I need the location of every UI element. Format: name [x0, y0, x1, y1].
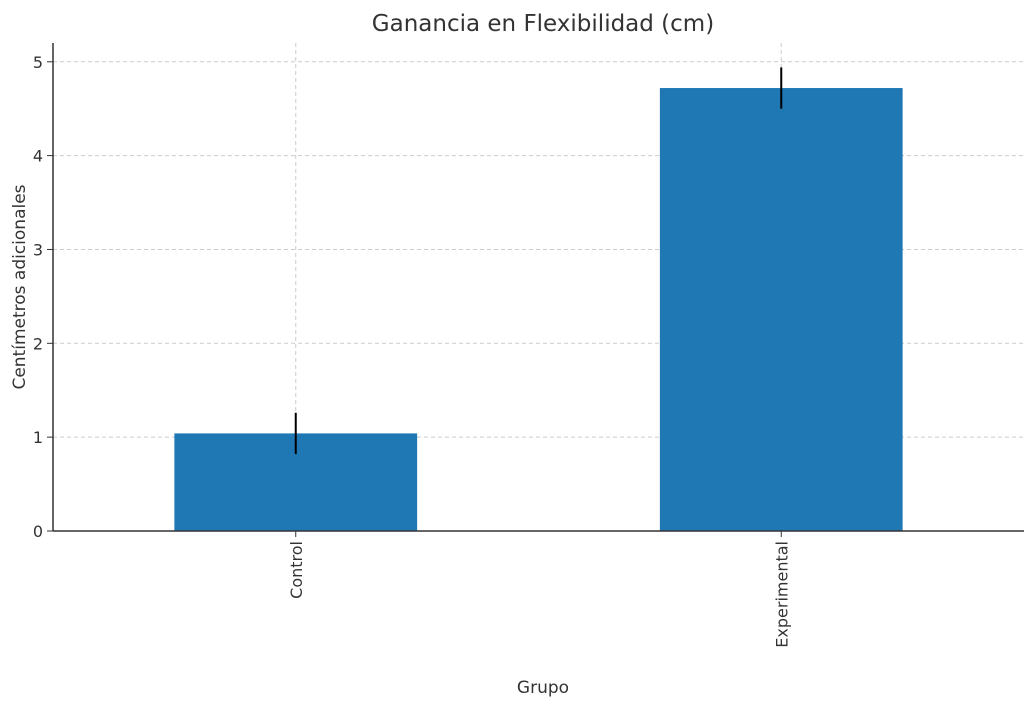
x-tick-labels: Control Experimental [287, 541, 792, 648]
y-tick-label: 0 [33, 522, 43, 541]
y-tick-label: 1 [33, 428, 43, 447]
axes [47, 43, 1024, 537]
y-tick-label: 5 [33, 53, 43, 72]
y-axis-label: Centímetros adicionales [10, 184, 30, 389]
x-axis-label: Grupo [517, 678, 569, 698]
y-tick-labels: 0 1 2 3 4 5 [33, 53, 43, 541]
chart-title: Ganancia en Flexibilidad (cm) [372, 11, 714, 37]
bar [659, 88, 903, 532]
y-tick-label: 3 [33, 240, 43, 259]
bars [174, 88, 903, 532]
y-tick-label: 2 [33, 334, 43, 353]
y-tick-label: 4 [33, 147, 43, 166]
x-tick-label: Control [287, 541, 306, 599]
error-bars [294, 67, 783, 455]
x-tick-label: Experimental [772, 541, 791, 648]
